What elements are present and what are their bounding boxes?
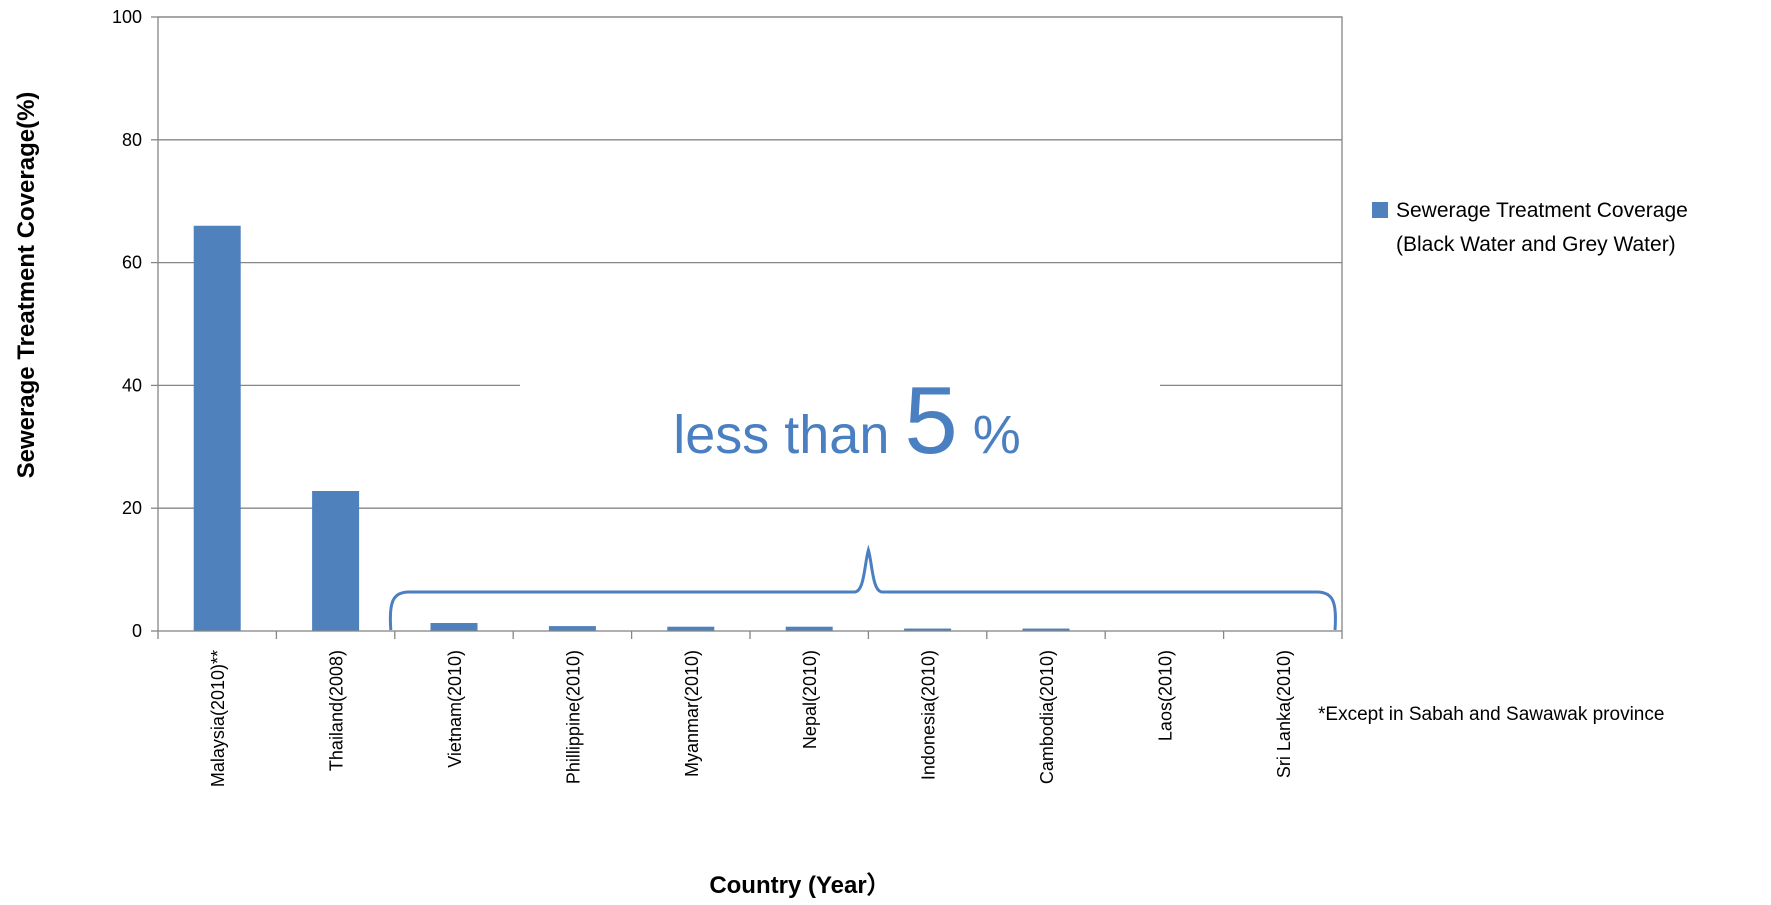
y-tick-label-80: 80	[122, 130, 142, 150]
x-tick-label-5: Nepal(2010)	[800, 650, 820, 749]
annotation-number: 5	[904, 367, 957, 474]
annotation-text-before: less than	[673, 405, 904, 465]
bar-6	[904, 628, 952, 631]
legend: Sewerage Treatment Coverage (Black Water…	[1372, 199, 1688, 256]
bar-2	[430, 623, 478, 631]
y-tick-label-0: 0	[132, 621, 142, 641]
x-tick-label-8: Laos(2010)	[1155, 650, 1175, 741]
x-tick-label-9: Sri Lanka(2010)	[1274, 650, 1294, 778]
x-tick-label-3: Phillippine(2010)	[563, 650, 583, 784]
bar-1	[312, 491, 360, 631]
bars	[193, 225, 1070, 631]
x-tick-label-0: Malaysia(2010)**	[208, 650, 228, 787]
x-tick-labels: Malaysia(2010)** Thailand(2008) Vietnam(20…	[208, 650, 1294, 787]
y-tick-labels: 0 20 40 60 80 100	[112, 7, 142, 641]
x-tick-label-4: Myanmar(2010)	[682, 650, 702, 777]
x-axis-title: Country (Year）	[709, 872, 890, 899]
x-tick-label-1: Thailand(2008)	[327, 650, 347, 771]
legend-label-line-2: (Black Water and Grey Water)	[1396, 233, 1676, 256]
y-axis-title: Sewerage Treatment Coverage(%)	[13, 92, 40, 479]
bar-0	[193, 225, 241, 631]
bar-5	[785, 626, 833, 631]
annotation-text-backdrop	[520, 330, 1160, 430]
legend-swatch	[1372, 202, 1388, 218]
annotation-text-after: %	[958, 405, 1021, 465]
bar-3	[548, 626, 596, 631]
legend-label-line-1: Sewerage Treatment Coverage	[1396, 199, 1688, 222]
annotation-brace	[388, 544, 1337, 631]
y-tick-label-20: 20	[122, 498, 142, 518]
axes	[151, 16, 1343, 639]
annotation-text: less than 5 %	[673, 367, 1021, 474]
bar-7	[1022, 628, 1070, 631]
y-tick-label-100: 100	[112, 7, 142, 27]
y-tick-label-40: 40	[122, 375, 142, 395]
x-tick-label-2: Vietnam(2010)	[445, 650, 465, 768]
x-tick-label-6: Indonesia(2010)	[919, 650, 939, 780]
annotation: less than 5 %	[388, 330, 1337, 631]
bar-4	[667, 626, 715, 631]
x-tick-label-7: Cambodia(2010)	[1037, 650, 1057, 784]
y-tick-label-60: 60	[122, 253, 142, 273]
footnote: *Except in Sabah and Sawawak province	[1318, 704, 1664, 725]
